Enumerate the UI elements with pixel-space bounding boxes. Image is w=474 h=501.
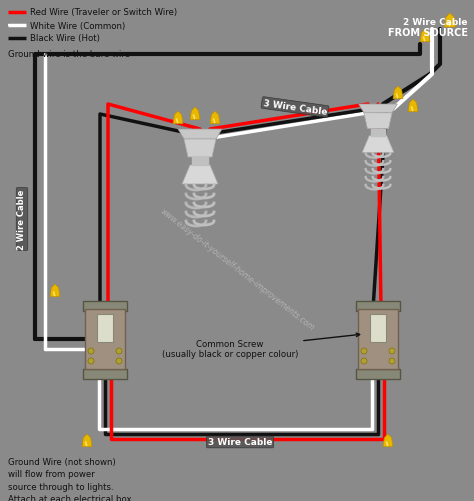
- Text: Ground Wire (not shown)
will flow from power
source through to lights.
Attach at: Ground Wire (not shown) will flow from p…: [8, 457, 134, 501]
- Text: 2 Wire Cable: 2 Wire Cable: [18, 189, 27, 249]
- Bar: [97, 314, 113, 342]
- Polygon shape: [184, 140, 216, 158]
- Circle shape: [88, 348, 94, 354]
- Polygon shape: [420, 30, 430, 43]
- Polygon shape: [82, 434, 92, 447]
- Text: 3 Wire Cable: 3 Wire Cable: [208, 438, 272, 446]
- Polygon shape: [364, 114, 392, 129]
- Polygon shape: [50, 285, 60, 297]
- Bar: [356, 369, 400, 379]
- Circle shape: [361, 348, 367, 354]
- Bar: [371, 129, 385, 136]
- Text: FROM SOURCE: FROM SOURCE: [388, 28, 468, 38]
- Bar: [83, 369, 127, 379]
- Bar: [83, 302, 127, 312]
- Polygon shape: [393, 87, 403, 100]
- Polygon shape: [210, 112, 220, 124]
- Text: Red Wire (Traveler or Switch Wire): Red Wire (Traveler or Switch Wire): [30, 9, 177, 18]
- Bar: [85, 310, 125, 369]
- Text: 2 Wire Cable: 2 Wire Cable: [403, 18, 468, 27]
- Circle shape: [389, 348, 395, 354]
- Bar: [356, 302, 400, 312]
- Polygon shape: [408, 100, 418, 113]
- Circle shape: [88, 358, 94, 364]
- Polygon shape: [383, 434, 393, 447]
- Text: 3 Wire Cable: 3 Wire Cable: [263, 99, 328, 117]
- Text: www.easy-do-it-yourself-home-improvements.com: www.easy-do-it-yourself-home-improvement…: [158, 207, 316, 332]
- Polygon shape: [359, 105, 397, 114]
- Polygon shape: [362, 136, 394, 153]
- Polygon shape: [182, 166, 218, 185]
- Bar: [358, 310, 398, 369]
- Bar: [370, 314, 386, 342]
- Polygon shape: [178, 130, 222, 140]
- Polygon shape: [445, 14, 456, 28]
- Text: Ground wire is the bare wire: Ground wire is the bare wire: [8, 50, 130, 59]
- Text: Black Wire (Hot): Black Wire (Hot): [30, 35, 100, 44]
- Polygon shape: [190, 108, 200, 120]
- Circle shape: [361, 358, 367, 364]
- Circle shape: [389, 358, 395, 364]
- Text: Common Screw
(usually black or copper colour): Common Screw (usually black or copper co…: [162, 334, 360, 359]
- Circle shape: [116, 358, 122, 364]
- Polygon shape: [173, 112, 183, 124]
- Bar: [192, 158, 208, 166]
- Text: White Wire (Common): White Wire (Common): [30, 22, 125, 31]
- Circle shape: [116, 348, 122, 354]
